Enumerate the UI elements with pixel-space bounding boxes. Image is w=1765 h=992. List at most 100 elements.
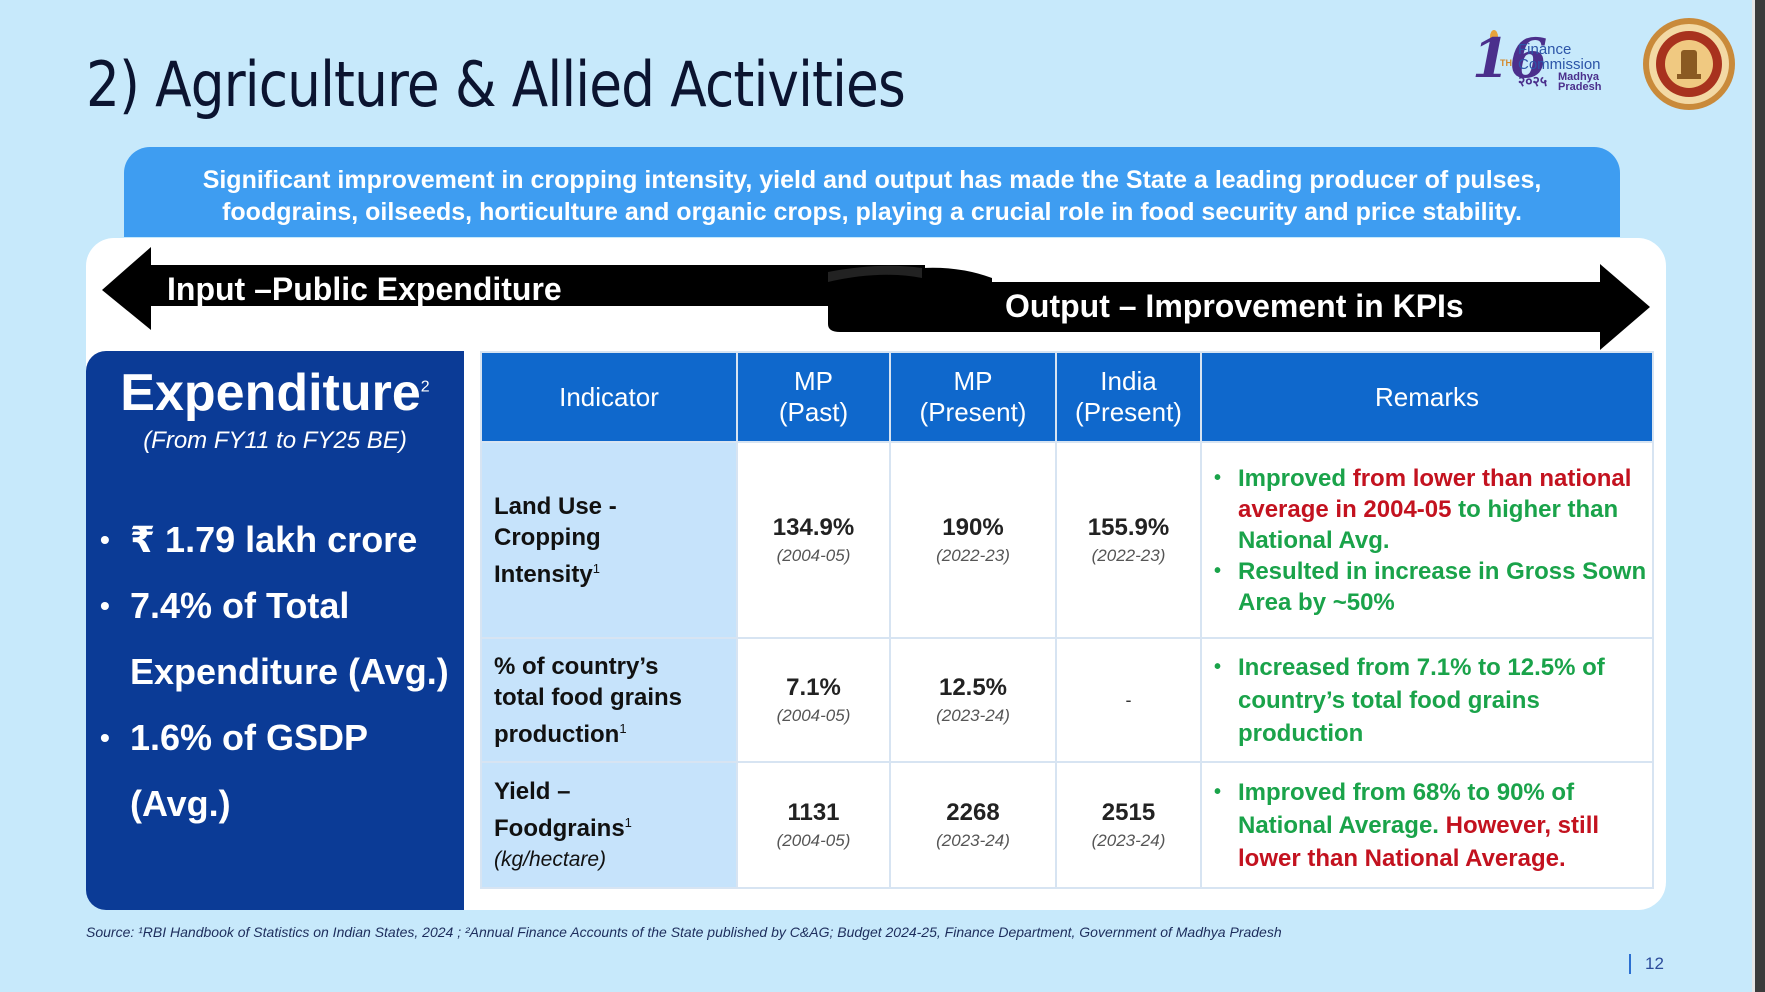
header-text: MP bbox=[794, 366, 833, 396]
india-present-cell: 2515 (2023-24) bbox=[1055, 761, 1202, 889]
expenditure-footnote: 2 bbox=[420, 378, 430, 396]
value: 155.9% bbox=[1087, 514, 1170, 541]
table-row: % of country’s total food grains product… bbox=[480, 637, 1654, 763]
expenditure-bullet-text: (Avg.) bbox=[130, 783, 231, 824]
mp-past-cell: 134.9% (2004-05) bbox=[736, 441, 891, 639]
indicator-footnote: 1 bbox=[619, 720, 627, 736]
remark-text-green: Improved bbox=[1238, 464, 1353, 492]
expenditure-title: Expenditure2 bbox=[86, 363, 464, 423]
window-edge bbox=[1752, 0, 1755, 992]
indicator-cell: % of country’s total food grains product… bbox=[480, 637, 738, 763]
expenditure-bullet-text: 7.4% of Total bbox=[130, 585, 350, 626]
header-mp-past: MP (Past) bbox=[736, 351, 891, 443]
input-arrow-label: Input –Public Expenditure bbox=[167, 271, 562, 307]
remark-item: • Increased from 7.1% to 12.5% of country… bbox=[1212, 651, 1651, 750]
header-text: (Present) bbox=[919, 397, 1027, 427]
bullet-icon: • bbox=[1214, 780, 1222, 803]
logo-place1: Madhya bbox=[1558, 71, 1599, 83]
value: 134.9% bbox=[772, 514, 855, 541]
kpi-table: Indicator MP (Past) MP (Present) India (Pre… bbox=[480, 351, 1654, 889]
year: (2023-24) bbox=[936, 706, 1010, 725]
summary-banner-text: Significant improvement in cropping inte… bbox=[124, 164, 1620, 228]
header-indicator: Indicator bbox=[480, 351, 738, 443]
expenditure-title-text: Expenditure bbox=[120, 364, 421, 422]
bullet-icon: • bbox=[1214, 466, 1222, 489]
input-arrow-shape bbox=[102, 247, 925, 330]
remark-text-red: However, still lower than National Avera… bbox=[1238, 811, 1600, 872]
remark-text-green: Resulted in increase in Gross Sown Area … bbox=[1238, 557, 1647, 616]
bullet-icon: • bbox=[1214, 655, 1222, 678]
expenditure-bullet-text: ₹ 1.79 lakh crore bbox=[130, 519, 418, 560]
indicator-cell: Land Use - Cropping Intensity1 bbox=[480, 441, 738, 639]
logo-number: 16 bbox=[1472, 26, 1548, 90]
indicator-footnote: 1 bbox=[624, 814, 632, 830]
finance-commission-logo: 16 TH Finance Commission २०२५ Madhya Pra… bbox=[1470, 24, 1630, 104]
expenditure-panel: Expenditure2 (From FY11 to FY25 BE) • ₹ 1… bbox=[86, 351, 464, 910]
expenditure-bullet: • 7.4% of Total bbox=[100, 573, 460, 639]
expenditure-bullet-cont: (Avg.) bbox=[100, 771, 460, 837]
expenditure-period: (From FY11 to FY25 BE) bbox=[143, 427, 407, 454]
input-output-arrows bbox=[102, 247, 1650, 350]
value: 190% bbox=[942, 514, 1004, 541]
table-header-row: Indicator MP (Past) MP (Present) India (Pre… bbox=[480, 351, 1654, 443]
header-text: (Present) bbox=[1075, 397, 1182, 427]
remark-text-green: to higher than National Avg. bbox=[1238, 495, 1619, 554]
page-number-divider bbox=[1629, 954, 1631, 974]
year: (2023-24) bbox=[1091, 831, 1166, 850]
year: (2004-05) bbox=[776, 546, 851, 565]
value: 12.5% bbox=[938, 674, 1008, 701]
indicator-text: production bbox=[494, 720, 620, 748]
mp-past-cell: 7.1% (2004-05) bbox=[736, 637, 891, 763]
header-remarks: Remarks bbox=[1200, 351, 1654, 443]
remarks-cell: • Increased from 7.1% to 12.5% of country… bbox=[1200, 637, 1654, 763]
output-arrow-shape bbox=[828, 264, 1650, 350]
ribbon-fold-shape bbox=[828, 265, 922, 282]
indicator-text: Cropping bbox=[494, 523, 601, 551]
remark-item: • Improved from lower than national avera… bbox=[1212, 463, 1651, 556]
indicator-text: % of country’s bbox=[494, 652, 659, 680]
value: 1131 bbox=[787, 799, 840, 826]
page-number: 12 bbox=[1645, 954, 1664, 973]
logo-place2: Pradesh bbox=[1558, 81, 1602, 93]
indicator-text: Intensity bbox=[494, 560, 593, 588]
value: 7.1% bbox=[786, 674, 841, 701]
expenditure-bullet: • ₹ 1.79 lakh crore bbox=[100, 507, 460, 573]
year: (2022-23) bbox=[1091, 546, 1166, 565]
header-mp-present: MP (Present) bbox=[889, 351, 1057, 443]
year: (2023-24) bbox=[936, 831, 1010, 850]
bullet-icon: • bbox=[1214, 559, 1222, 582]
indicator-text: Yield – bbox=[494, 777, 571, 805]
header-text: India bbox=[1100, 366, 1157, 396]
expenditure-bullets: • ₹ 1.79 lakh crore • 7.4% of Total Expend… bbox=[100, 507, 460, 837]
remark-item: • Improved from 68% to 90% of National Av… bbox=[1212, 776, 1651, 875]
expenditure-bullet-text: Expenditure (Avg.) bbox=[130, 651, 449, 692]
remark-text-red: from lower than national average in 2004… bbox=[1238, 464, 1632, 523]
remark-text-green: Increased from 7.1% to 12.5% of country’… bbox=[1238, 653, 1605, 747]
year: (2004-05) bbox=[776, 706, 851, 725]
india-present-cell: 155.9% (2022-23) bbox=[1055, 441, 1202, 639]
banner-line1: Significant improvement in cropping inte… bbox=[202, 166, 1542, 194]
logo-line1: Finance bbox=[1518, 41, 1572, 58]
indicator-text-line: Intensity1 bbox=[494, 553, 735, 590]
logo-line2: Commission bbox=[1518, 56, 1601, 73]
header-text: (Past) bbox=[778, 397, 849, 427]
header-text: MP bbox=[953, 366, 993, 396]
source-note: Source: ¹RBI Handbook of Statistics on I… bbox=[86, 924, 1282, 940]
indicator-cell: Yield – Foodgrains1 (kg/hectare) bbox=[480, 761, 738, 889]
table-row: Land Use - Cropping Intensity1 134.9% (20… bbox=[480, 441, 1654, 639]
page-title: 2) Agriculture & Allied Activities bbox=[86, 48, 906, 121]
remarks-cell: • Improved from lower than national avera… bbox=[1200, 441, 1654, 639]
mp-past-cell: 1131 (2004-05) bbox=[736, 761, 891, 889]
expenditure-bullet-text: 1.6% of GSDP bbox=[130, 717, 369, 758]
value: 2268 bbox=[946, 799, 1000, 826]
flame-icon bbox=[1490, 30, 1498, 44]
indicator-text-line: production1 bbox=[494, 713, 735, 750]
summary-banner bbox=[124, 147, 1620, 237]
bullet-icon: • bbox=[100, 722, 110, 753]
india-present-cell: - bbox=[1055, 637, 1202, 763]
value: - bbox=[1125, 689, 1132, 710]
window-scroll-edge bbox=[1755, 0, 1765, 992]
indicator-text: Land Use - bbox=[494, 492, 617, 520]
output-arrow-label: Output – Improvement in KPIs bbox=[1005, 288, 1464, 324]
